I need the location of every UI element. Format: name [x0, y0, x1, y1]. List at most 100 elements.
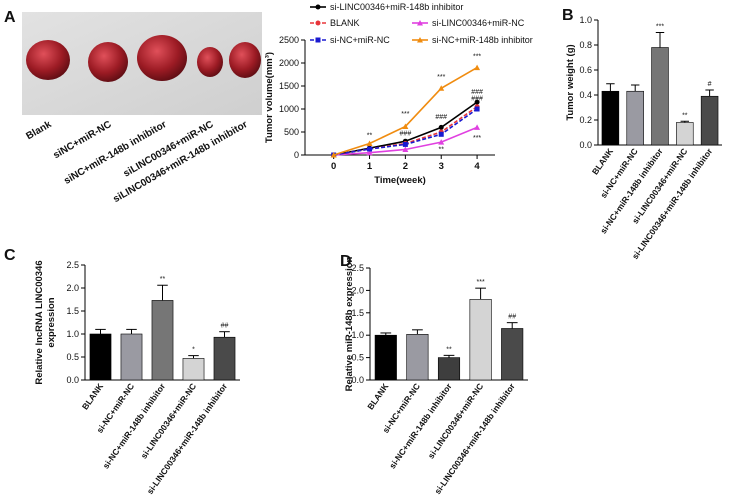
y-tick-label: 0.0 [351, 375, 364, 385]
annotation: *** [473, 135, 481, 142]
y-tick-label: 0.6 [579, 65, 592, 75]
annotation: *** [477, 279, 485, 286]
y-tick-label: 0.0 [66, 375, 79, 385]
marker [474, 64, 481, 71]
x-tick-label: BLANK [365, 381, 391, 412]
annotation: ### [400, 131, 412, 138]
x-tick-label: si-LINC00346+miR-NC [139, 381, 199, 460]
y-tick-label: 500 [284, 127, 299, 137]
x-tick-label: si-NC+miR-148b inhibitor [387, 381, 454, 471]
legend-label: si-NC+miR-NC [330, 35, 390, 45]
annotation: * [192, 347, 195, 354]
tumor-photo [22, 12, 262, 115]
marker [438, 124, 444, 130]
x-tick-label: BLANK [590, 146, 616, 177]
x-tick-label: 0 [331, 161, 336, 172]
x-tick-label: si-LINC00346+miR-NC [426, 381, 486, 460]
bar [89, 333, 112, 381]
y-tick-label: 0.5 [66, 352, 79, 362]
y-axis-label: Relative lncRNA LINC00346 [34, 260, 45, 384]
bar [676, 122, 694, 146]
panel-letter: C [4, 247, 16, 264]
legend-label: si-NC+miR-148b inhibitor [432, 35, 533, 45]
y-axis-label: Relative miR-148b expression [344, 256, 355, 391]
y-tick-label: 1.0 [351, 330, 364, 340]
x-tick-label: 4 [474, 161, 480, 172]
annotation: *** [656, 24, 664, 31]
photo-label: Blank [24, 119, 53, 142]
marker [474, 124, 481, 130]
marker [330, 152, 337, 158]
x-tick-label: 2 [403, 161, 408, 172]
y-tick-label: 0.2 [579, 115, 592, 125]
x-axis-label: Time(week) [374, 175, 426, 186]
marker [438, 139, 445, 145]
annotation: ### [435, 114, 447, 121]
x-tick-label: si-NC+miR-148b inhibitor [101, 381, 168, 471]
panel-letter: B [562, 7, 574, 24]
y-tick-label: 2.0 [66, 283, 79, 293]
legend-marker [315, 4, 321, 10]
legend-label: BLANK [330, 18, 360, 28]
legend-marker [315, 20, 321, 26]
photo-label: siLINC00346+miR-148b inhibitor [111, 119, 249, 205]
annotation: ## [508, 314, 516, 321]
marker [474, 99, 480, 105]
bar [213, 336, 236, 381]
bar [626, 90, 644, 146]
marker [438, 85, 445, 91]
y-axis-label: Tumor volume(mm³) [264, 52, 275, 143]
bar [651, 47, 669, 146]
x-tick-label: BLANK [80, 381, 106, 412]
y-tick-label: 0.4 [579, 90, 592, 100]
bar [374, 334, 397, 381]
bar [469, 299, 492, 381]
y-tick-label: 2000 [279, 58, 299, 68]
marker [402, 146, 409, 152]
marker [367, 146, 373, 152]
marker [402, 141, 408, 147]
annotation: ** [438, 146, 444, 153]
annotation: *** [401, 111, 409, 118]
bar [151, 300, 174, 381]
y-tick-label: 0.8 [579, 40, 592, 50]
bar [406, 334, 429, 381]
annotation: ** [682, 112, 688, 119]
bar [437, 357, 461, 381]
bar [501, 328, 524, 381]
y-tick-label: 2.5 [351, 263, 364, 273]
legend-label: si-LINC00346+miR-148b inhibitor [330, 2, 463, 12]
y-tick-label: 1.0 [579, 15, 592, 25]
y-tick-label: 2.0 [351, 285, 364, 295]
y-tick-label: 1500 [279, 81, 299, 91]
y-tick-label: 2.5 [66, 260, 79, 270]
annotation: ## [221, 323, 229, 330]
y-tick-label: 1.5 [66, 306, 79, 316]
legend-marker [417, 20, 423, 26]
annotation: # [708, 81, 712, 88]
bar [182, 358, 205, 381]
bar [700, 95, 719, 146]
annotation: ** [160, 276, 166, 283]
y-tick-label: 0.5 [351, 353, 364, 363]
y-axis-label: expression [46, 297, 57, 347]
marker [474, 106, 480, 112]
y-tick-label: 1.5 [351, 308, 364, 318]
legend-marker [315, 37, 321, 43]
y-tick-label: 0 [294, 150, 299, 160]
annotation: *** [473, 53, 481, 60]
marker [366, 140, 373, 146]
annotation: ### [471, 96, 483, 103]
legend-marker [417, 37, 423, 43]
y-tick-label: 0.0 [579, 140, 592, 150]
legend-label: si-LINC00346+miR-NC [432, 18, 525, 28]
x-tick-label: 3 [439, 161, 444, 172]
annotation: ### [471, 89, 483, 96]
panel-letter: A [4, 9, 16, 26]
bar [120, 333, 143, 381]
y-tick-label: 1.0 [66, 329, 79, 339]
y-tick-label: 1000 [279, 104, 299, 114]
panel-letter: D [340, 253, 352, 270]
y-tick-label: 2500 [279, 35, 299, 45]
